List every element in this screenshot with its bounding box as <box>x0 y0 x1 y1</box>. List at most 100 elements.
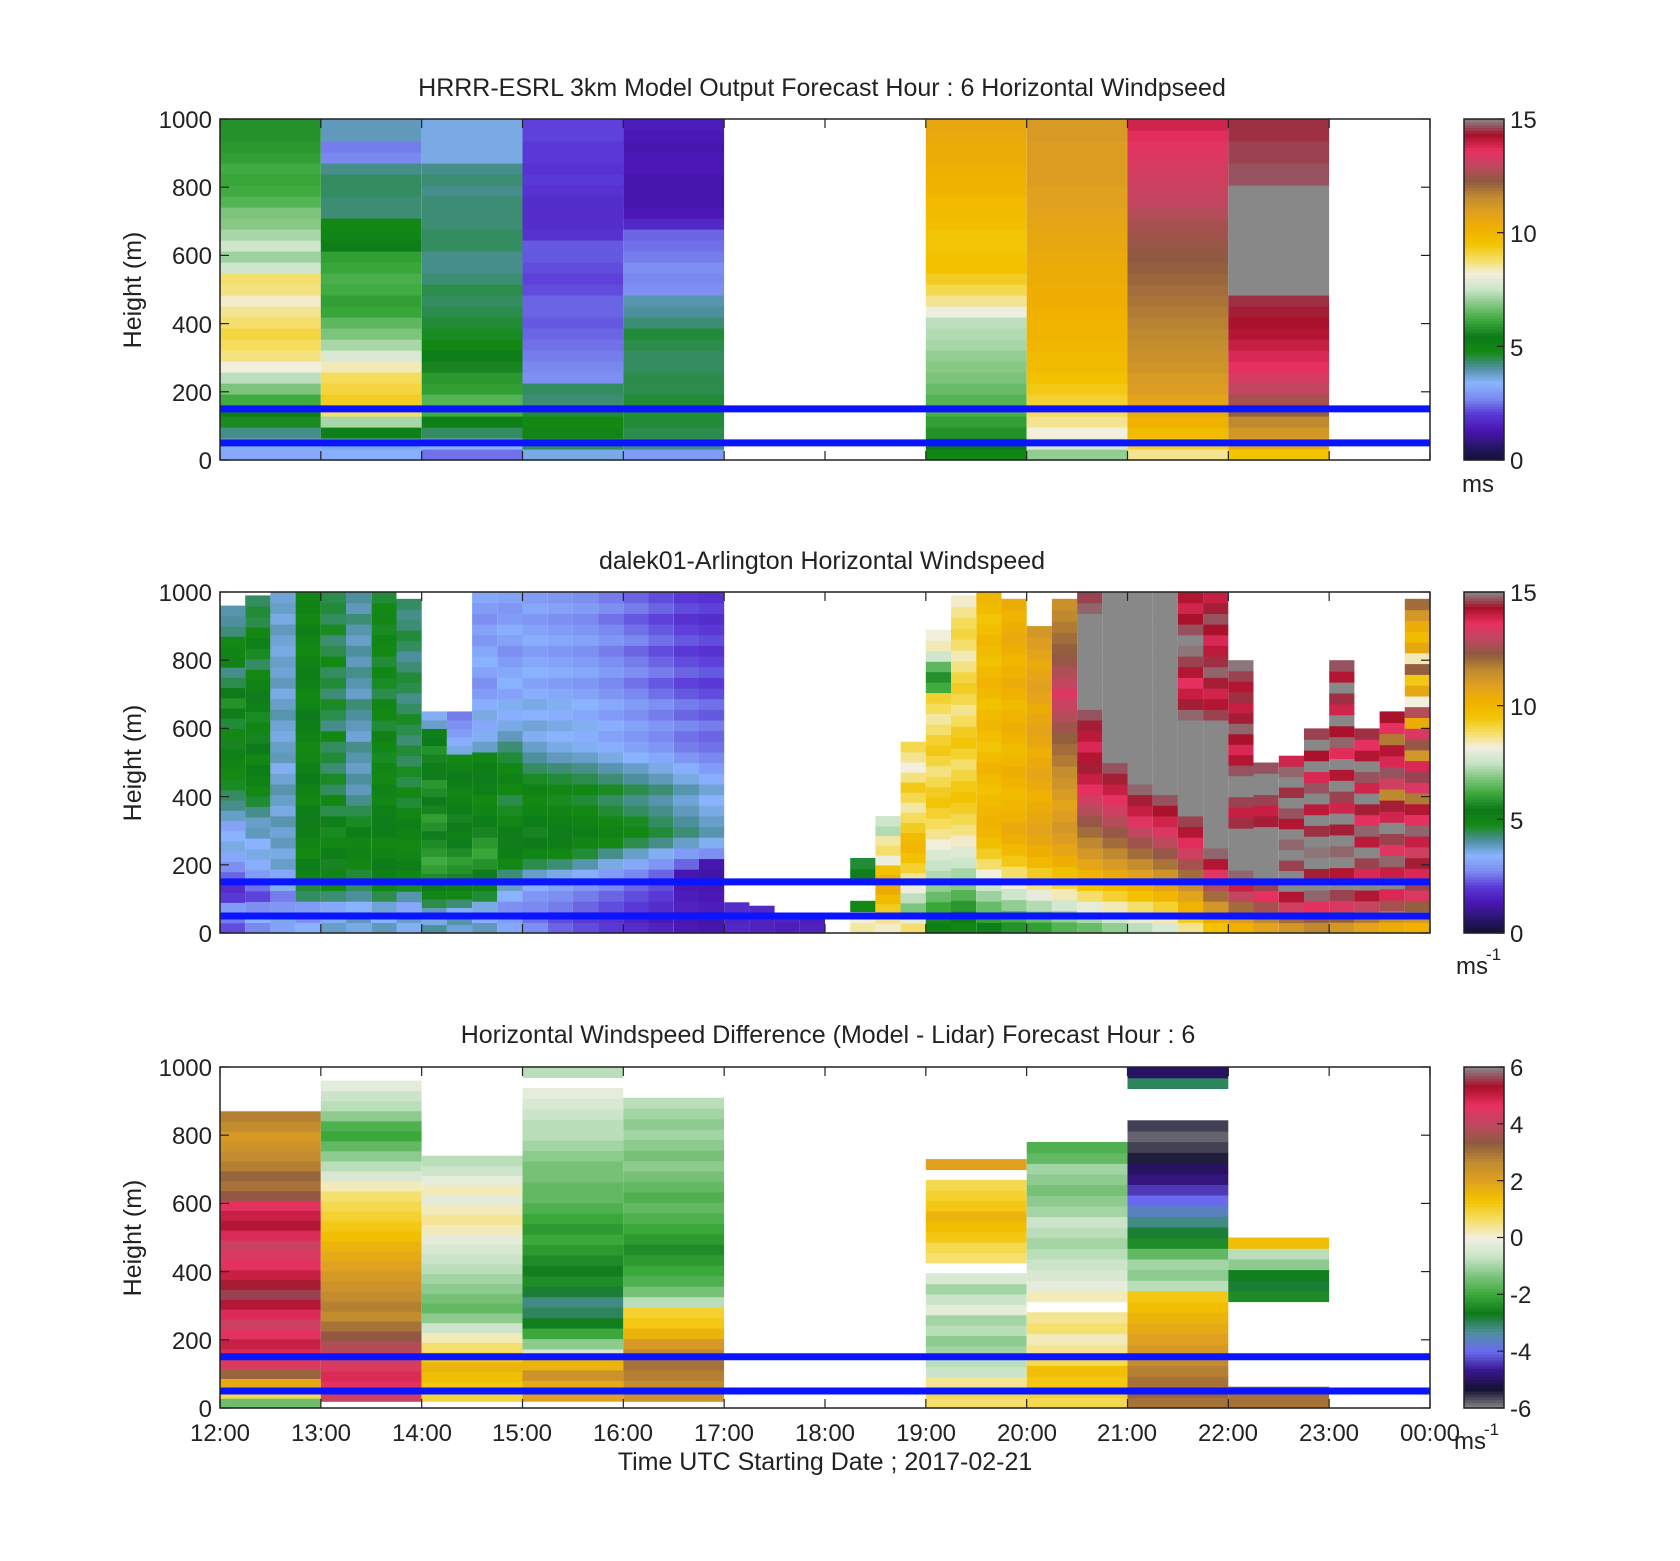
colorbar-swatch <box>1464 1302 1504 1307</box>
heatmap-cell <box>1127 273 1229 285</box>
heatmap-cell <box>1026 427 1128 439</box>
heatmap-cell <box>951 780 977 792</box>
heatmap-cell <box>522 1171 624 1183</box>
heatmap-cell <box>1253 901 1279 913</box>
heatmap-cell <box>547 751 573 764</box>
heatmap-cell <box>547 655 573 668</box>
colorbar-swatch <box>1464 340 1504 345</box>
heatmap-cell <box>1228 702 1254 714</box>
colorbar-swatch <box>1464 306 1504 310</box>
x-tick-label: 15:00 <box>492 1420 552 1447</box>
heatmap-cell <box>976 634 1002 646</box>
heatmap-cell <box>1127 805 1153 817</box>
heatmap-cell <box>547 847 573 860</box>
heatmap-cell <box>1127 613 1153 625</box>
colorbar-swatch <box>1464 600 1504 604</box>
colorbar-swatch <box>1464 887 1504 891</box>
heatmap-cell <box>421 130 523 142</box>
heatmap-cell <box>472 634 498 646</box>
heatmap-cell <box>1127 1248 1229 1260</box>
heatmap-cell <box>623 1160 725 1172</box>
heatmap-cell <box>1278 818 1304 830</box>
heatmap-cell <box>295 677 321 689</box>
colorbar-swatch <box>1464 816 1504 820</box>
heatmap-cell <box>245 869 271 881</box>
heatmap-cell <box>320 751 346 764</box>
colorbar-swatch <box>1464 289 1504 293</box>
heatmap-cell <box>951 889 977 901</box>
heatmap-cell <box>396 776 422 788</box>
panel-model-x-ticks <box>219 118 1431 461</box>
heatmap-cell <box>547 901 573 913</box>
heatmap-cell <box>421 1322 523 1333</box>
heatmap-cell <box>572 922 599 934</box>
heatmap-cell <box>1203 783 1229 796</box>
heatmap-cell <box>1329 802 1355 814</box>
x-tick-label: 22:00 <box>1198 1420 1258 1447</box>
heatmap-cell <box>220 851 246 862</box>
heatmap-cell <box>623 677 649 689</box>
heatmap-cell <box>1203 687 1229 700</box>
colorbar-tick-label: 2 <box>1510 1169 1523 1196</box>
heatmap-cell <box>1228 1248 1330 1260</box>
colorbar-swatch <box>1464 1339 1504 1344</box>
colorbar-swatch <box>1464 309 1504 313</box>
heatmap-cell <box>623 339 725 351</box>
heatmap-cell <box>1329 758 1355 770</box>
heatmap-cell <box>925 1345 1027 1357</box>
heatmap-cell <box>245 595 271 607</box>
colorbar-swatch <box>1464 1143 1504 1148</box>
heatmap-cell <box>522 837 548 849</box>
heatmap-cell <box>1354 803 1380 816</box>
heatmap-cell <box>547 645 573 657</box>
heatmap-cell <box>497 837 523 849</box>
heatmap-cell <box>522 847 548 860</box>
heatmap-cell <box>699 922 725 934</box>
heatmap-cell <box>1001 899 1027 912</box>
heatmap-cell <box>1329 889 1355 901</box>
colorbar-tick-label: 0 <box>1510 921 1523 948</box>
heatmap-cell <box>320 1220 422 1232</box>
x-tick-label: 17:00 <box>694 1420 754 1447</box>
colorbar-swatch <box>1464 357 1504 362</box>
heatmap-cell <box>673 624 699 636</box>
colorbar-swatch <box>1464 1189 1504 1193</box>
colorbar-swatch <box>1464 756 1504 761</box>
heatmap-cell <box>1026 1152 1128 1164</box>
heatmap-cell <box>1127 741 1153 753</box>
colorbar-swatch <box>1464 918 1504 923</box>
heatmap-cell <box>320 794 346 806</box>
heatmap-cell <box>320 1240 422 1252</box>
heatmap-cell <box>1102 624 1128 636</box>
heatmap-cell <box>421 822 447 832</box>
colorbar-swatch <box>1464 153 1504 157</box>
heatmap-cell <box>673 751 699 764</box>
heatmap-cell <box>346 613 372 625</box>
heatmap-cell <box>270 730 296 742</box>
heatmap-cell <box>623 762 649 774</box>
colorbar-swatch <box>1464 881 1504 886</box>
colorbar-swatch <box>1464 1149 1504 1153</box>
heatmap-cell <box>446 916 473 926</box>
heatmap-cell <box>1077 687 1103 700</box>
colorbar-swatch <box>1464 611 1504 616</box>
heatmap-cell <box>396 671 422 683</box>
heatmap-cell <box>421 1342 523 1353</box>
colorbar-swatch <box>1464 694 1504 698</box>
heatmap-cell <box>925 1304 1027 1316</box>
heatmap-cell <box>1228 449 1330 461</box>
colorbar-swatch <box>1464 192 1504 197</box>
heatmap-cell <box>598 922 624 934</box>
heatmap-cell <box>270 783 296 796</box>
y-tick-label: 400 <box>172 1260 212 1287</box>
heatmap-cell <box>320 1371 422 1382</box>
heatmap-cell <box>673 709 699 721</box>
heatmap-cell <box>1228 660 1254 672</box>
heatmap-cell <box>220 871 246 883</box>
colorbar-swatch <box>1464 1123 1504 1128</box>
colorbar-swatch <box>1464 1334 1504 1338</box>
heatmap-cell <box>421 796 447 806</box>
colorbar-swatch <box>1464 332 1504 336</box>
heatmap-cell <box>1127 449 1229 461</box>
colorbar-swatch <box>1464 1336 1504 1341</box>
